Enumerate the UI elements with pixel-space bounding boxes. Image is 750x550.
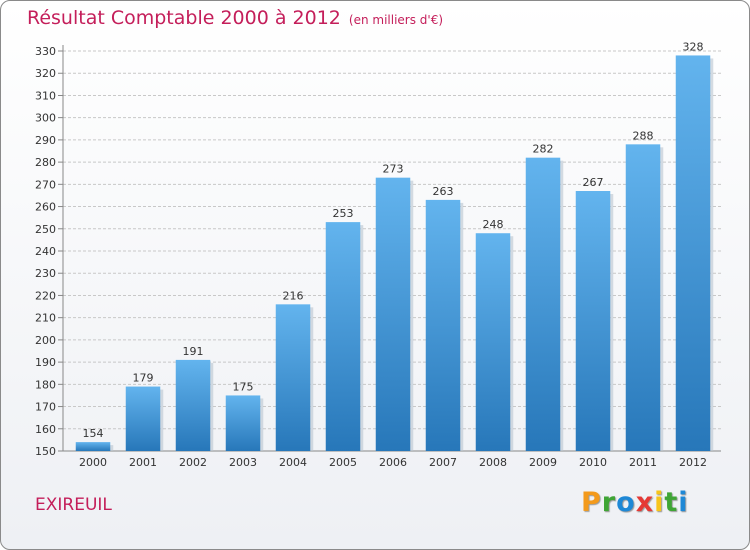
- y-tick-label: 300: [35, 112, 56, 125]
- bar-value-label: 282: [533, 143, 554, 156]
- bar-value-label: 179: [133, 372, 154, 385]
- logo-letter: r: [601, 487, 617, 518]
- bar-value-label: 154: [83, 427, 104, 440]
- y-tick-label: 280: [35, 156, 56, 169]
- place-name: EXIREUIL: [35, 495, 112, 515]
- x-tick-label: 2003: [229, 456, 257, 469]
- bar-value-label: 267: [583, 176, 604, 189]
- bar: [625, 144, 661, 452]
- logo-letter: P: [581, 487, 602, 518]
- bar-value-label: 191: [183, 345, 204, 358]
- bar-value-label: 175: [233, 380, 254, 393]
- chart-title: Résultat Comptable 2000 à 2012 (en millie…: [27, 7, 443, 29]
- y-tick-label: 270: [35, 178, 56, 191]
- y-tick-label: 220: [35, 289, 56, 302]
- y-tick-label: 320: [35, 67, 56, 80]
- bar: [425, 199, 461, 451]
- bar: [575, 191, 611, 451]
- y-tick-label: 330: [35, 45, 56, 58]
- x-tick-label: 2005: [329, 456, 357, 469]
- y-tick-label: 310: [35, 89, 56, 102]
- x-tick-label: 2011: [629, 456, 657, 469]
- x-tick-label: 2009: [529, 456, 557, 469]
- bar-value-label: 248: [483, 218, 504, 231]
- y-tick-label: 200: [35, 334, 56, 347]
- logo-letter: x: [635, 487, 655, 518]
- y-tick-label: 210: [35, 312, 56, 325]
- bar-value-label: 273: [383, 163, 404, 176]
- bar: [75, 442, 111, 451]
- bar-value-label: 288: [633, 129, 654, 142]
- bar: [475, 233, 511, 451]
- y-tick-label: 160: [35, 423, 56, 436]
- y-tick-label: 260: [35, 201, 56, 214]
- bar-value-label: 263: [433, 185, 454, 198]
- bar: [175, 359, 211, 451]
- x-tick-label: 2006: [379, 456, 407, 469]
- y-tick-label: 240: [35, 245, 56, 258]
- x-tick-label: 2012: [679, 456, 707, 469]
- logo-letter: i: [678, 487, 689, 518]
- x-tick-label: 2004: [279, 456, 307, 469]
- x-tick-label: 2002: [179, 456, 207, 469]
- y-tick-label: 170: [35, 401, 56, 414]
- y-tick-label: 250: [35, 223, 56, 236]
- bar: [325, 222, 361, 451]
- bar: [275, 304, 311, 451]
- y-tick-label: 230: [35, 267, 56, 280]
- proxiti-logo: Proxiti: [581, 487, 689, 518]
- logo-letter: t: [664, 487, 679, 518]
- chart-subtitle: (en milliers d'€): [348, 13, 444, 27]
- bar-value-label: 216: [283, 289, 304, 302]
- bar: [375, 177, 411, 451]
- y-tick-label: 180: [35, 378, 56, 391]
- logo-letter: o: [616, 487, 636, 518]
- x-tick-label: 2010: [579, 456, 607, 469]
- y-tick-label: 150: [35, 445, 56, 458]
- y-tick-label: 290: [35, 134, 56, 147]
- x-tick-label: 2007: [429, 456, 457, 469]
- x-tick-label: 2001: [129, 456, 157, 469]
- y-tick-label: 190: [35, 356, 56, 369]
- bar: [675, 55, 711, 451]
- bar-value-label: 328: [683, 40, 704, 53]
- bar: [525, 157, 561, 451]
- bar: [125, 386, 161, 451]
- logo-letter: i: [654, 487, 665, 518]
- x-tick-label: 2008: [479, 456, 507, 469]
- bar-value-label: 253: [333, 207, 354, 220]
- x-tick-label: 2000: [79, 456, 107, 469]
- bar: [225, 395, 261, 451]
- chart-title-text: Résultat Comptable 2000 à 2012: [27, 7, 341, 29]
